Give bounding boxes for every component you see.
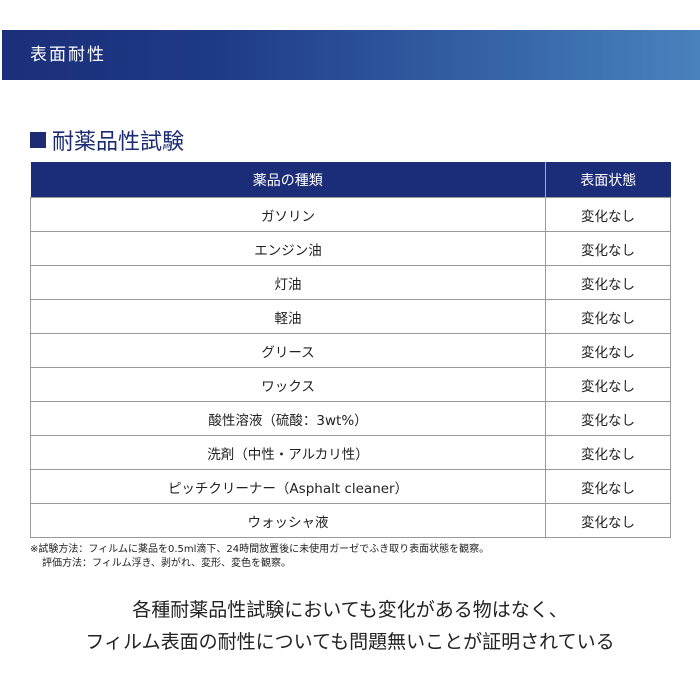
evaluation-method-note: 評価方法：フィルム浮き、剥がれ、変形、変色を観察。 [42, 558, 291, 569]
surface-state-cell: 変化なし [545, 299, 671, 334]
chemical-cell: ワックス [29, 367, 547, 402]
surface-state-cell: 変化なし [545, 231, 671, 266]
table-row: ピッチクリーナー（Asphalt cleaner） 変化なし [29, 469, 671, 504]
table-row: エンジン油 変化なし [29, 231, 671, 266]
test-method-note: ※試験方法：フィルムに薬品を0.5ml滴下、24時間放置後に未使用ガーゼでふき取… [30, 544, 490, 555]
surface-state-cell: 変化なし [545, 265, 671, 300]
chemical-cell: 軽油 [29, 299, 547, 334]
surface-state-cell: 変化なし [545, 401, 671, 436]
chemical-resistance-table: 薬品の種類 表面状態 ガソリン 変化なし エンジン油 変化なし 灯油 変化なし 軽油 変化なし… [29, 162, 671, 538]
table-row: 軽油 変化なし [29, 299, 671, 334]
surface-state-cell: 変化なし [545, 469, 671, 504]
table-row: ウォッシャ液 変化なし [29, 503, 671, 538]
surface-state-cell: 変化なし [545, 367, 671, 402]
section-title: 耐薬品性試験 [52, 130, 185, 155]
column-header: 表面状態 [545, 162, 671, 198]
chemical-cell: エンジン油 [29, 231, 547, 266]
table-row: 洗剤（中性・アルカリ性） 変化なし [29, 435, 671, 470]
chemical-cell: グリース [29, 333, 547, 368]
table-row: ガソリン 変化なし [29, 197, 671, 232]
conclusion-line: フィルム表面の耐性についても問題無いことが証明されている [85, 631, 615, 653]
section-heading: 耐薬品性試験 [30, 124, 184, 156]
surface-state-cell: 変化なし [545, 435, 671, 470]
header-band: 表面耐性 [2, 30, 700, 80]
conclusion: 各種耐薬品性試験においても変化がある物はなく、 フィルム表面の耐性についても問題… [0, 594, 700, 658]
table-row: 灯油 変化なし [29, 265, 671, 300]
chemical-cell: 酸性溶液（硫酸：3wt%） [29, 401, 547, 436]
chemical-cell: 灯油 [29, 265, 547, 300]
table-row: グリース 変化なし [29, 333, 671, 368]
chemical-cell: ウォッシャ液 [29, 503, 547, 538]
chemical-cell: 洗剤（中性・アルカリ性） [29, 435, 547, 470]
table-row: ワックス 変化なし [29, 367, 671, 402]
conclusion-line: 各種耐薬品性試験においても変化がある物はなく、 [132, 599, 568, 621]
footnote: ※試験方法：フィルムに薬品を0.5ml滴下、24時間放置後に未使用ガーゼでふき取… [30, 543, 489, 571]
chemical-cell: ガソリン [29, 197, 547, 232]
chemical-cell: ピッチクリーナー（Asphalt cleaner） [29, 469, 547, 504]
square-bullet-icon [30, 132, 46, 148]
surface-state-cell: 変化なし [545, 503, 671, 538]
table-row: 酸性溶液（硫酸：3wt%） 変化なし [29, 401, 671, 436]
column-header: 薬品の種類 [30, 162, 547, 198]
surface-state-cell: 変化なし [545, 197, 671, 232]
surface-state-cell: 変化なし [545, 333, 671, 368]
